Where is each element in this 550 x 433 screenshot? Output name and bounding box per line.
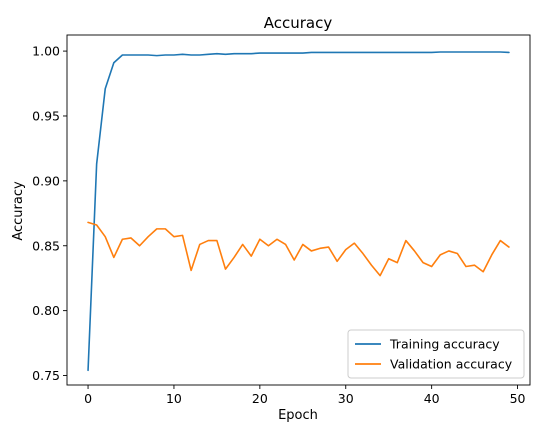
y-tick-label: 0.95 [32, 108, 60, 123]
x-axis-label: Epoch [278, 408, 318, 423]
y-tick-label: 0.90 [32, 173, 60, 188]
legend-label-validation-accuracy: Validation accuracy [390, 357, 513, 372]
x-tick-label: 40 [424, 391, 440, 406]
x-tick-label: 50 [510, 391, 526, 406]
y-axis-label: Accuracy [11, 181, 26, 241]
validation-accuracy-line [87, 221, 510, 277]
x-tick-label: 10 [166, 391, 182, 406]
y-tick-label: 0.85 [32, 238, 60, 253]
x-tick-label: 20 [252, 391, 268, 406]
training-accuracy-line [87, 51, 510, 372]
axes-layer: 0 10 20 30 40 50 0.75 0.80 0.85 0.90 0.95 1.00 [32, 34, 531, 406]
legend-box [347, 329, 525, 379]
x-tick-label: 30 [338, 391, 354, 406]
x-tick-label: 0 [84, 391, 92, 406]
y-tick-label: 0.80 [32, 303, 60, 318]
legend-label-training-accuracy: Training accuracy [389, 337, 500, 352]
chart-title: Accuracy [264, 14, 333, 32]
series-layer [87, 51, 510, 372]
plot-frame [66, 34, 531, 386]
y-tick-label: 0.75 [32, 368, 60, 383]
y-tick-label: 1.00 [32, 44, 60, 59]
legend: Training accuracy Validation accuracy [347, 329, 525, 379]
